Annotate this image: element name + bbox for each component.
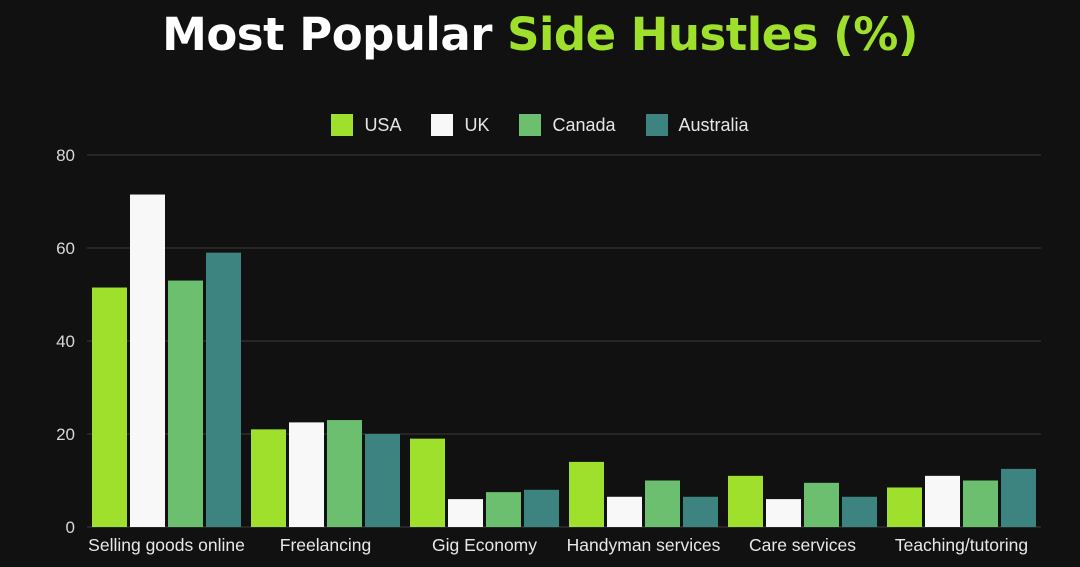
bar-usa-1 xyxy=(251,429,286,527)
bar-uk-2 xyxy=(448,499,483,527)
bar-usa-2 xyxy=(410,438,445,527)
y-tick-label: 40 xyxy=(56,332,75,351)
bar-canada-0 xyxy=(168,280,203,527)
legend-label-australia: Australia xyxy=(678,114,749,135)
bar-uk-5 xyxy=(925,475,960,527)
title-part-1: Most Popular xyxy=(162,8,492,61)
legend-swatch-australia xyxy=(645,114,668,136)
x-category-label: Selling goods online xyxy=(88,535,245,555)
legend-item-usa: USA xyxy=(331,114,401,136)
bar-canada-1 xyxy=(327,420,362,527)
bar-canada-2 xyxy=(486,492,521,527)
bar-canada-3 xyxy=(645,480,680,527)
bar-canada-4 xyxy=(804,482,839,527)
y-tick-label: 60 xyxy=(56,239,75,258)
x-category-label: Teaching/tutoring xyxy=(895,535,1028,555)
y-tick-label: 0 xyxy=(66,518,75,537)
legend-label-canada: Canada xyxy=(552,114,616,135)
bar-canada-5 xyxy=(963,480,998,527)
bar-australia-2 xyxy=(524,489,559,527)
legend-item-canada: Canada xyxy=(519,114,616,136)
bar-uk-1 xyxy=(289,422,324,527)
bar-uk-0 xyxy=(130,194,165,527)
chart-title: Most Popular Side Hustles (%) xyxy=(0,6,1080,64)
legend-item-australia: Australia xyxy=(645,114,749,136)
legend-swatch-canada xyxy=(519,114,542,136)
bar-australia-1 xyxy=(365,434,400,527)
legend: USA UK Canada Australia xyxy=(0,114,1080,136)
bar-usa-5 xyxy=(887,487,922,527)
legend-label-uk: UK xyxy=(464,114,490,135)
bar-uk-4 xyxy=(766,499,801,527)
bar-usa-0 xyxy=(92,287,127,527)
x-category-label: Handyman services xyxy=(567,535,721,555)
x-category-label: Gig Economy xyxy=(432,535,537,555)
bar-australia-3 xyxy=(683,496,718,527)
legend-swatch-uk xyxy=(431,114,454,136)
legend-label-usa: USA xyxy=(364,114,402,135)
bar-uk-3 xyxy=(607,496,642,527)
title-part-2: Side Hustles (%) xyxy=(507,8,918,61)
y-tick-label: 20 xyxy=(56,425,75,444)
x-category-label: Freelancing xyxy=(280,535,371,555)
bar-australia-5 xyxy=(1001,468,1036,527)
legend-swatch-usa xyxy=(331,114,354,136)
legend-item-uk: UK xyxy=(431,114,489,136)
bar-australia-0 xyxy=(206,252,241,527)
x-category-label: Care services xyxy=(749,535,856,555)
bar-usa-4 xyxy=(728,475,763,527)
y-tick-label: 80 xyxy=(56,146,75,165)
bar-australia-4 xyxy=(842,496,877,527)
bar-usa-3 xyxy=(569,461,604,527)
